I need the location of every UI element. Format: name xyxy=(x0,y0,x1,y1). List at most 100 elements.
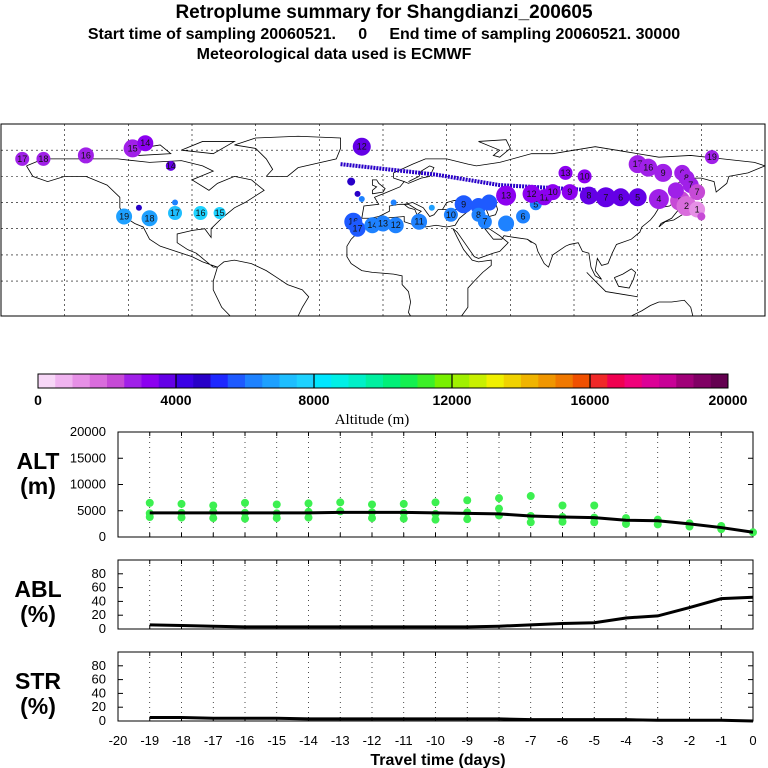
colorbar-swatch xyxy=(279,374,298,388)
plume-marker xyxy=(628,188,647,207)
colorbar-swatch xyxy=(210,374,229,388)
plume-marker-day-label: 7 xyxy=(688,180,693,190)
plume-marker-day-label: 17 xyxy=(17,154,27,164)
plume-marker xyxy=(390,199,397,206)
plume-marker xyxy=(358,196,365,203)
panel-label-title: ABL xyxy=(14,576,61,602)
colorbar-swatch xyxy=(176,374,194,388)
panel-label-title: ALT xyxy=(16,448,59,474)
panel-label-title: STR xyxy=(15,668,61,694)
altitude-point xyxy=(272,500,281,509)
altitude-point xyxy=(272,514,281,523)
x-tick-label: -17 xyxy=(204,733,223,748)
plume-marker xyxy=(648,189,669,210)
y-tick-label: 80 xyxy=(92,566,106,581)
altitude-point xyxy=(495,494,503,503)
plume-marker xyxy=(639,158,658,177)
plume-marker xyxy=(349,220,366,237)
plume-marker-day-label: 6 xyxy=(618,192,623,202)
colorbar-swatch xyxy=(331,374,349,388)
altitude-colorbar: 0 4000 8000 12000 16000 20000 xyxy=(34,373,748,408)
y-tick-label: 0 xyxy=(99,713,106,728)
altitude-point xyxy=(145,498,154,507)
y-tick-label: 20 xyxy=(92,699,106,714)
plume-marker-day-label: 14 xyxy=(367,220,377,230)
plume-marker-day-label: 9 xyxy=(461,199,466,209)
altitude-point xyxy=(463,496,472,505)
plume-marker-day-label: 9 xyxy=(567,187,572,197)
plume-marker xyxy=(522,184,541,203)
plume-marker-day-label: 11 xyxy=(414,217,423,227)
colorbar-swatch xyxy=(141,374,160,388)
plume-marker xyxy=(577,169,592,184)
x-tick-label: -7 xyxy=(525,733,537,748)
plume-marker-day-label: 11 xyxy=(540,192,549,202)
plume-marker-day-label: 8 xyxy=(684,173,689,183)
colorbar-swatch xyxy=(452,374,470,388)
colorbar-swatch xyxy=(124,374,142,388)
plume-marker xyxy=(579,186,598,205)
coastline xyxy=(658,299,694,317)
panel-label-unit: (%) xyxy=(20,693,56,719)
x-tick-label: -16 xyxy=(236,733,255,748)
plume-marker-day-label: 13 xyxy=(378,218,388,228)
altitude-point xyxy=(209,501,218,510)
x-axis-label: Travel time (days) xyxy=(370,752,505,768)
plume-marker xyxy=(544,184,561,201)
plume-marker-day-label: 10 xyxy=(580,171,590,181)
plume-marker xyxy=(443,207,458,222)
plume-marker-day-label: 14 xyxy=(140,138,150,148)
y-tick-label: 0 xyxy=(99,529,106,544)
altitude-point xyxy=(431,515,440,524)
altitude-point xyxy=(209,514,218,523)
x-tick-label: -3 xyxy=(652,733,664,748)
altitude-point xyxy=(558,501,567,510)
plume-marker xyxy=(375,215,391,232)
altitude-point xyxy=(590,501,599,510)
plume-marker-day-label: 5 xyxy=(533,199,538,209)
plume-marker-day-label: 19 xyxy=(707,152,717,162)
x-tick-label: -2 xyxy=(684,733,696,748)
x-tick-label: -12 xyxy=(363,733,382,748)
plume-marker-day-label: 7 xyxy=(482,217,487,227)
plume-marker-day-label: 8 xyxy=(476,210,481,220)
y-tick-label: 20 xyxy=(92,607,106,622)
coastline xyxy=(586,272,638,298)
plume-marker-day-label: 17 xyxy=(633,159,643,169)
plume-marker xyxy=(387,217,404,234)
x-tick-label: -8 xyxy=(493,733,505,748)
plume-marker xyxy=(137,135,154,152)
plume-marker xyxy=(77,147,94,164)
colorbar-swatch xyxy=(314,374,332,388)
median-line xyxy=(149,510,754,534)
x-tick-label: -20 xyxy=(109,733,128,748)
plume-marker xyxy=(135,204,142,211)
plume-marker xyxy=(498,215,515,232)
plume-marker-day-label: 17 xyxy=(353,224,363,234)
colorbar-swatch xyxy=(227,374,246,388)
colorbar-tick-label: 4000 xyxy=(160,392,191,408)
plume-marker xyxy=(213,207,226,220)
plume-marker xyxy=(704,150,719,165)
x-tick-label: -1 xyxy=(715,733,727,748)
colorbar-tick-label: 8000 xyxy=(298,392,329,408)
x-tick-label: -11 xyxy=(395,733,413,748)
altitude-point xyxy=(431,498,440,507)
plume-marker-day-label: 16 xyxy=(348,217,358,227)
colorbar-swatch xyxy=(383,374,401,388)
plume-marker xyxy=(165,160,176,171)
plume-marker-day-label: 9 xyxy=(661,168,666,178)
plume-marker xyxy=(347,177,356,186)
plume-marker xyxy=(428,204,435,211)
plume-marker-day-label: 14 xyxy=(166,161,176,171)
plume-marker-day-label: 15 xyxy=(128,143,138,153)
plume-marker xyxy=(558,165,573,180)
plume-marker-day-label: 2 xyxy=(684,201,689,211)
y-tick-label: 60 xyxy=(92,580,106,595)
altitude-point xyxy=(590,518,599,527)
x-tick-label: -14 xyxy=(299,733,318,748)
colorbar-tick-label: 20000 xyxy=(709,392,748,408)
plume-marker xyxy=(172,199,179,206)
colorbar-swatch xyxy=(89,374,108,388)
